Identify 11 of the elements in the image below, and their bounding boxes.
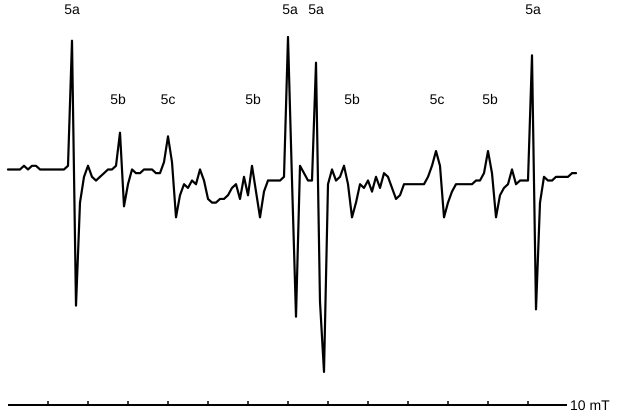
annotation: 5b xyxy=(245,91,261,107)
text: 5a xyxy=(308,1,324,17)
annotation: 5c xyxy=(160,91,176,107)
annotation: 5b xyxy=(482,91,498,107)
text: 5a xyxy=(64,1,80,17)
annotation: 5c xyxy=(430,91,444,107)
annotation: 5b xyxy=(110,91,126,107)
annotation: 5b xyxy=(344,91,360,107)
text: 5a xyxy=(282,1,298,17)
x-axis-title: 10 mT xyxy=(570,397,610,413)
text: 5a xyxy=(525,1,541,17)
